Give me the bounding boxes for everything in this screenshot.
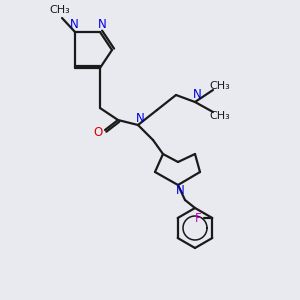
Text: CH₃: CH₃ [210, 81, 230, 91]
Text: N: N [70, 19, 78, 32]
Text: N: N [193, 88, 201, 101]
Text: N: N [98, 19, 106, 32]
Text: CH₃: CH₃ [50, 5, 70, 15]
Text: CH₃: CH₃ [210, 111, 230, 121]
Text: N: N [136, 112, 144, 124]
Text: F: F [195, 212, 202, 224]
Text: O: O [93, 125, 103, 139]
Text: N: N [176, 184, 184, 197]
